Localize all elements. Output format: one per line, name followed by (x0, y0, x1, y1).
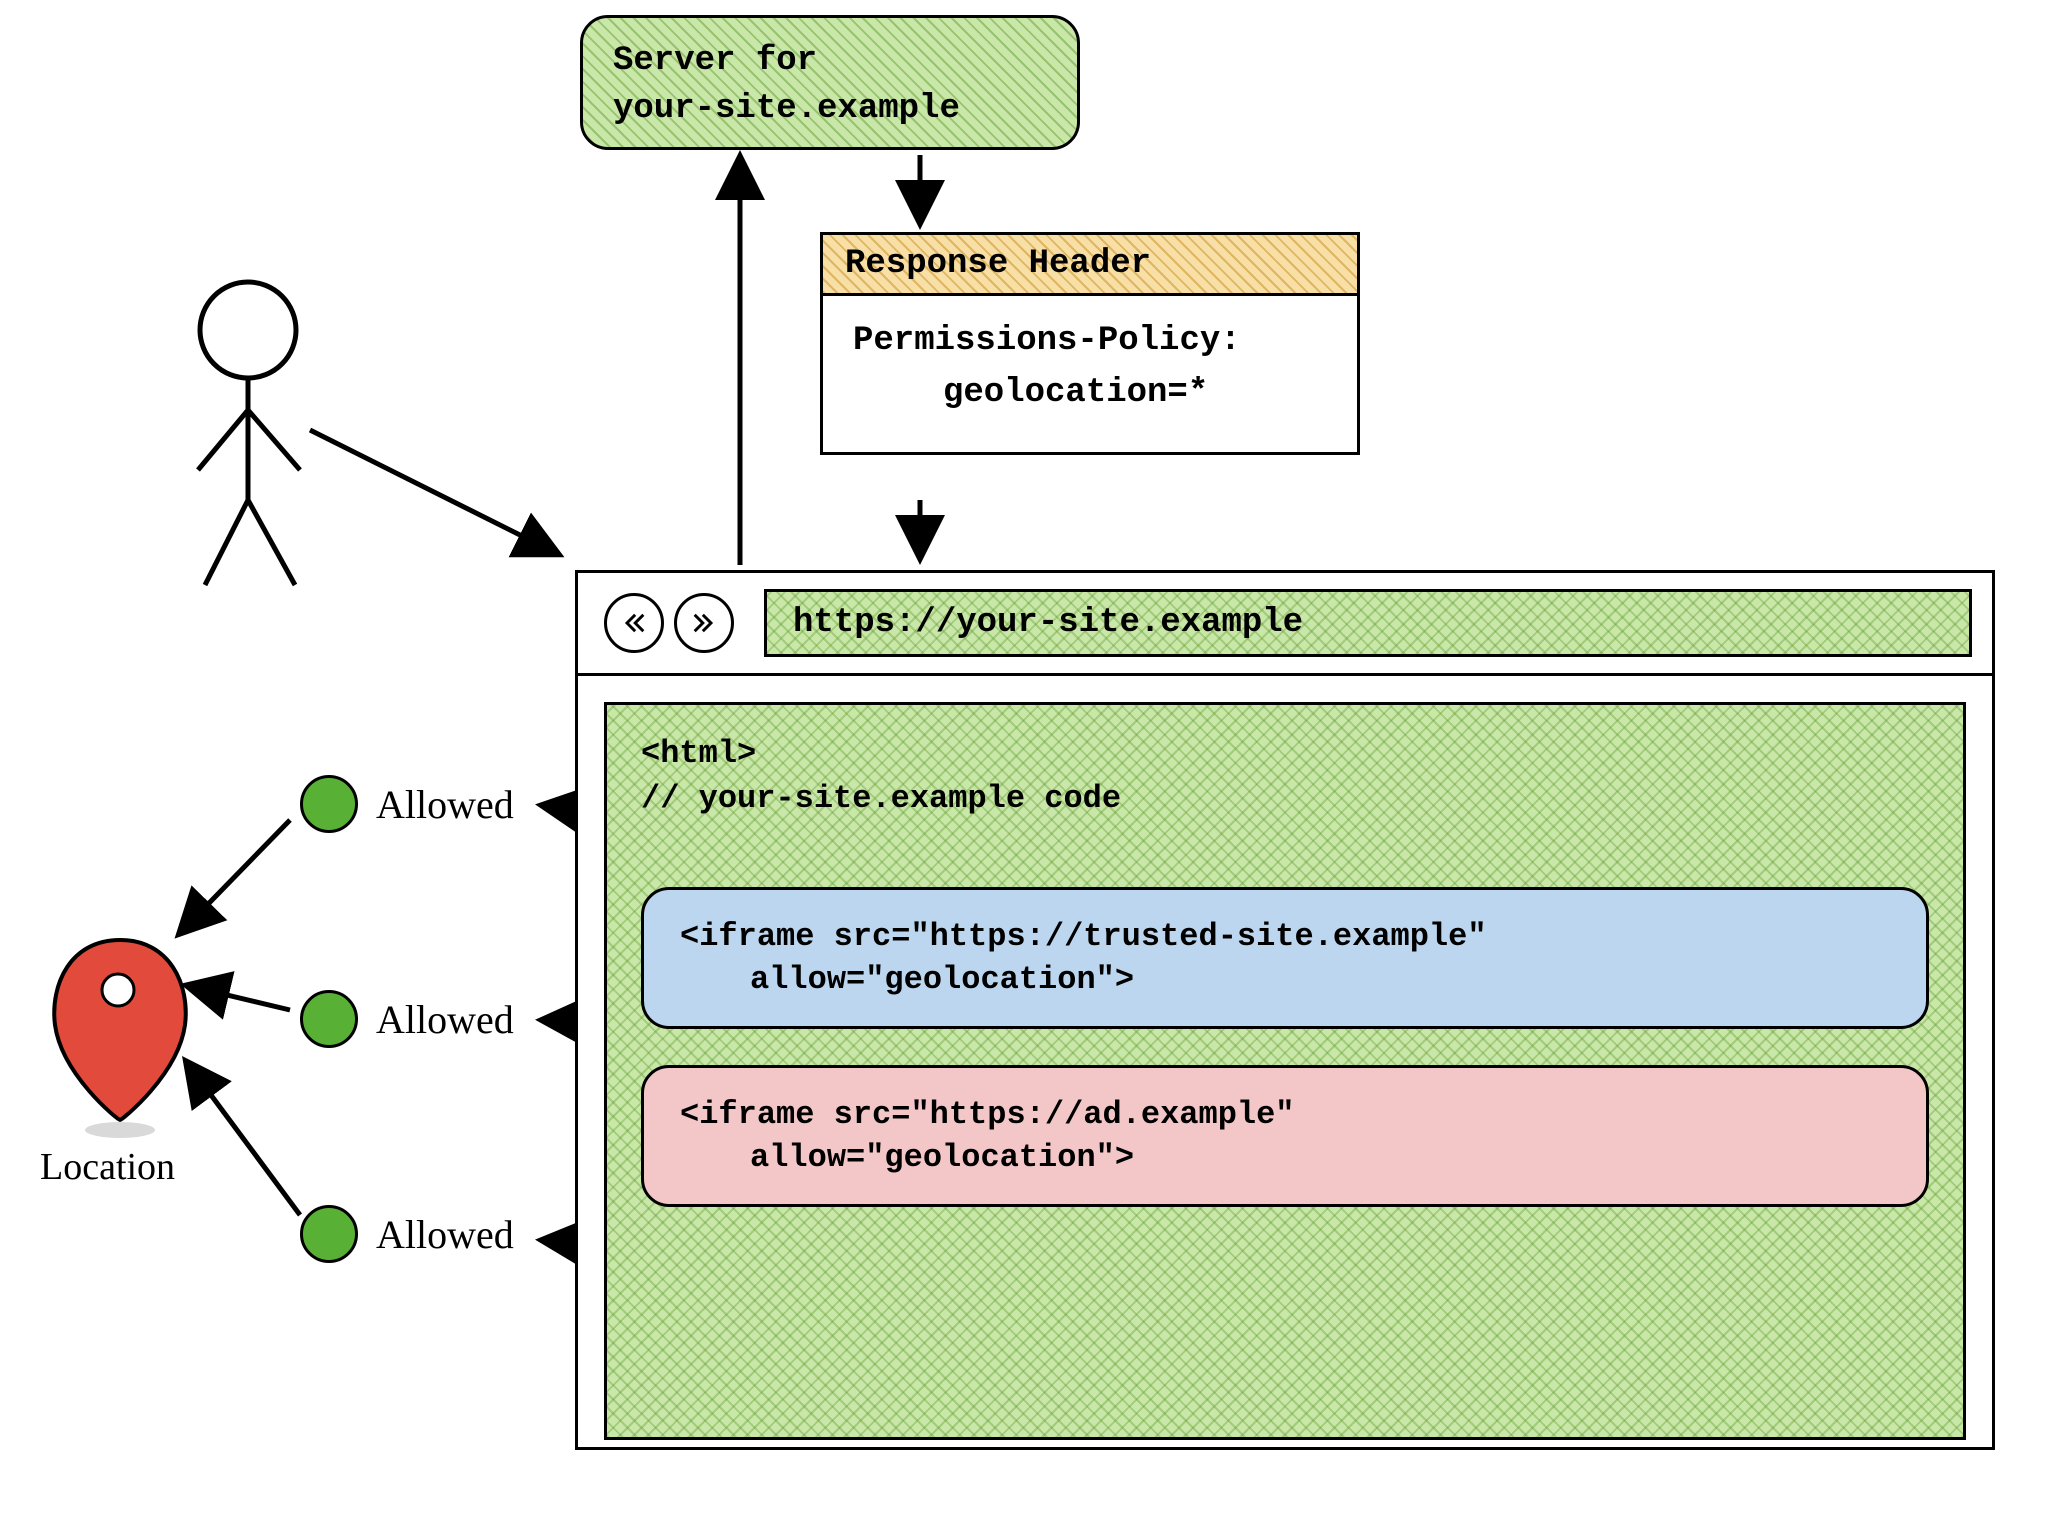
code-line-1: <html> (641, 735, 1929, 772)
status-dot-icon (300, 775, 358, 833)
browser-url-bar[interactable]: https://your-site.example (764, 589, 1972, 657)
response-header-body-2: geolocation=* (853, 360, 1327, 412)
status-label-2: Allowed (376, 996, 514, 1043)
status-dot-icon (300, 990, 358, 1048)
iframe-ad-line1: <iframe src="https://ad.example" (680, 1096, 1890, 1133)
status-allowed-3: Allowed (300, 1205, 514, 1263)
iframe-trusted-box: <iframe src="https://trusted-site.exampl… (641, 887, 1929, 1029)
iframe-ad-box: <iframe src="https://ad.example" allow="… (641, 1065, 1929, 1207)
browser-url: https://your-site.example (793, 604, 1303, 642)
server-line1: Server for (613, 38, 1047, 86)
user-stick-figure (198, 282, 300, 585)
iframe-trusted-line2: allow="geolocation"> (680, 955, 1890, 998)
status-label-3: Allowed (376, 1211, 514, 1258)
browser-forward-icon[interactable] (674, 593, 734, 653)
browser-back-icon[interactable] (604, 593, 664, 653)
server-box: Server for your-site.example (580, 15, 1080, 150)
code-line-2: // your-site.example code (641, 772, 1929, 817)
iframe-trusted-line1: <iframe src="https://trusted-site.exampl… (680, 918, 1890, 955)
browser-window: https://your-site.example <html> // your… (575, 570, 1995, 1450)
response-header-body-1: Permissions-Policy: (853, 322, 1327, 360)
status-allowed-1: Allowed (300, 775, 514, 833)
location-label: Location (40, 1145, 175, 1189)
location-pin-icon (54, 940, 185, 1138)
response-header-box: Response Header Permissions-Policy: geol… (820, 232, 1360, 455)
browser-content: <html> // your-site.example code <iframe… (604, 702, 1966, 1440)
status-dot-icon (300, 1205, 358, 1263)
status-label-1: Allowed (376, 781, 514, 828)
status-allowed-2: Allowed (300, 990, 514, 1048)
response-header-title: Response Header (845, 245, 1151, 283)
iframe-ad-line2: allow="geolocation"> (680, 1133, 1890, 1176)
server-line2: your-site.example (613, 86, 1047, 134)
